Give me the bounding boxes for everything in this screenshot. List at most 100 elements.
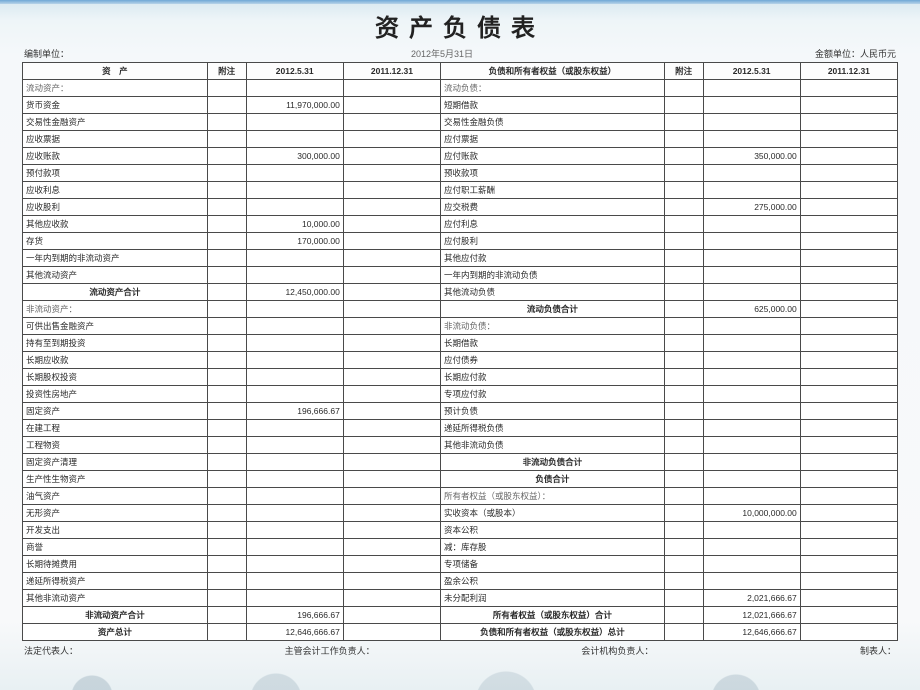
table-cell: 流动负债： bbox=[441, 80, 665, 97]
table-cell bbox=[207, 539, 246, 556]
footer-legal-rep: 法定代表人： bbox=[24, 644, 78, 657]
table-cell bbox=[246, 539, 343, 556]
table-cell bbox=[664, 216, 703, 233]
table-cell bbox=[343, 318, 440, 335]
col-liab: 负债和所有者权益（或股东权益） bbox=[441, 63, 665, 80]
table-cell bbox=[800, 216, 897, 233]
table-row: 投资性房地产专项应付款 bbox=[23, 386, 898, 403]
table-cell: 非流动负债合计 bbox=[441, 454, 665, 471]
table-cell: 应付票据 bbox=[441, 131, 665, 148]
table-cell bbox=[800, 131, 897, 148]
table-cell bbox=[703, 454, 800, 471]
table-cell bbox=[343, 352, 440, 369]
table-row: 长期应收款应付债券 bbox=[23, 352, 898, 369]
table-cell bbox=[246, 522, 343, 539]
table-cell bbox=[246, 318, 343, 335]
table-cell bbox=[703, 522, 800, 539]
table-cell: 预付款项 bbox=[23, 165, 208, 182]
table-cell bbox=[343, 267, 440, 284]
table-cell: 交易性金融资产 bbox=[23, 114, 208, 131]
table-cell bbox=[664, 386, 703, 403]
table-cell bbox=[800, 573, 897, 590]
table-cell bbox=[246, 182, 343, 199]
table-cell bbox=[664, 114, 703, 131]
table-cell bbox=[343, 471, 440, 488]
table-cell: 流动资产： bbox=[23, 80, 208, 97]
table-cell bbox=[246, 505, 343, 522]
table-row: 固定资产196,666.67预计负债 bbox=[23, 403, 898, 420]
table-cell bbox=[664, 97, 703, 114]
table-cell bbox=[800, 301, 897, 318]
table-cell: 预计负债 bbox=[441, 403, 665, 420]
balance-table: 资 产 附注 2012.5.31 2011.12.31 负债和所有者权益（或股东… bbox=[22, 62, 898, 641]
table-cell bbox=[343, 148, 440, 165]
table-cell bbox=[703, 233, 800, 250]
table-cell bbox=[207, 267, 246, 284]
table-cell bbox=[246, 454, 343, 471]
table-cell: 无形资产 bbox=[23, 505, 208, 522]
footer-acct-head: 主管会计工作负责人： bbox=[285, 644, 375, 657]
table-cell bbox=[664, 522, 703, 539]
balance-sheet: { "title": "资产负债表", "meta": { "left": "编… bbox=[22, 0, 898, 657]
table-row: 商誉减：库存股 bbox=[23, 539, 898, 556]
table-cell bbox=[664, 505, 703, 522]
table-cell bbox=[703, 369, 800, 386]
table-cell bbox=[207, 301, 246, 318]
table-cell: 应付利息 bbox=[441, 216, 665, 233]
table-cell bbox=[703, 267, 800, 284]
table-cell bbox=[703, 556, 800, 573]
page-title: 资产负债表 bbox=[22, 8, 898, 43]
table-cell bbox=[246, 437, 343, 454]
table-cell: 应付职工薪酬 bbox=[441, 182, 665, 199]
table-row: 其他流动资产一年内到期的非流动负债 bbox=[23, 267, 898, 284]
table-row: 开发支出资本公积 bbox=[23, 522, 898, 539]
table-cell bbox=[800, 420, 897, 437]
table-cell bbox=[246, 352, 343, 369]
table-cell: 12,646,666.67 bbox=[246, 624, 343, 641]
table-cell bbox=[664, 148, 703, 165]
table-cell: 应付股利 bbox=[441, 233, 665, 250]
table-cell bbox=[664, 80, 703, 97]
table-cell bbox=[664, 284, 703, 301]
table-cell bbox=[664, 352, 703, 369]
table-cell bbox=[246, 267, 343, 284]
table-cell: 长期待摊费用 bbox=[23, 556, 208, 573]
table-cell: 长期股权投资 bbox=[23, 369, 208, 386]
table-cell bbox=[800, 522, 897, 539]
table-cell bbox=[343, 335, 440, 352]
table-cell: 其他应收款 bbox=[23, 216, 208, 233]
table-cell: 长期借款 bbox=[441, 335, 665, 352]
table-cell: 其他应付款 bbox=[441, 250, 665, 267]
table-cell bbox=[800, 369, 897, 386]
table-cell bbox=[703, 97, 800, 114]
table-cell bbox=[207, 386, 246, 403]
table-cell bbox=[664, 624, 703, 641]
table-cell: 非流动资产合计 bbox=[23, 607, 208, 624]
table-cell: 专项储备 bbox=[441, 556, 665, 573]
table-cell: 固定资产清理 bbox=[23, 454, 208, 471]
decorative-waves bbox=[0, 660, 920, 690]
table-cell bbox=[207, 216, 246, 233]
table-cell: 短期借款 bbox=[441, 97, 665, 114]
table-cell: 350,000.00 bbox=[703, 148, 800, 165]
table-row: 生产性生物资产负债合计 bbox=[23, 471, 898, 488]
table-cell: 300,000.00 bbox=[246, 148, 343, 165]
table-cell bbox=[703, 539, 800, 556]
table-cell bbox=[207, 488, 246, 505]
table-cell: 在建工程 bbox=[23, 420, 208, 437]
table-cell bbox=[703, 403, 800, 420]
table-cell bbox=[703, 250, 800, 267]
table-row: 固定资产清理 非流动负债合计 bbox=[23, 454, 898, 471]
window-topbar bbox=[0, 0, 920, 4]
table-cell bbox=[343, 284, 440, 301]
table-cell: 流动资产合计 bbox=[23, 284, 208, 301]
table-cell bbox=[703, 165, 800, 182]
table-cell bbox=[703, 318, 800, 335]
table-cell bbox=[664, 573, 703, 590]
table-cell bbox=[664, 437, 703, 454]
table-row: 预付款项预收款项 bbox=[23, 165, 898, 182]
table-cell bbox=[664, 165, 703, 182]
table-cell bbox=[246, 80, 343, 97]
table-cell bbox=[664, 335, 703, 352]
table-cell: 非流动资产： bbox=[23, 301, 208, 318]
